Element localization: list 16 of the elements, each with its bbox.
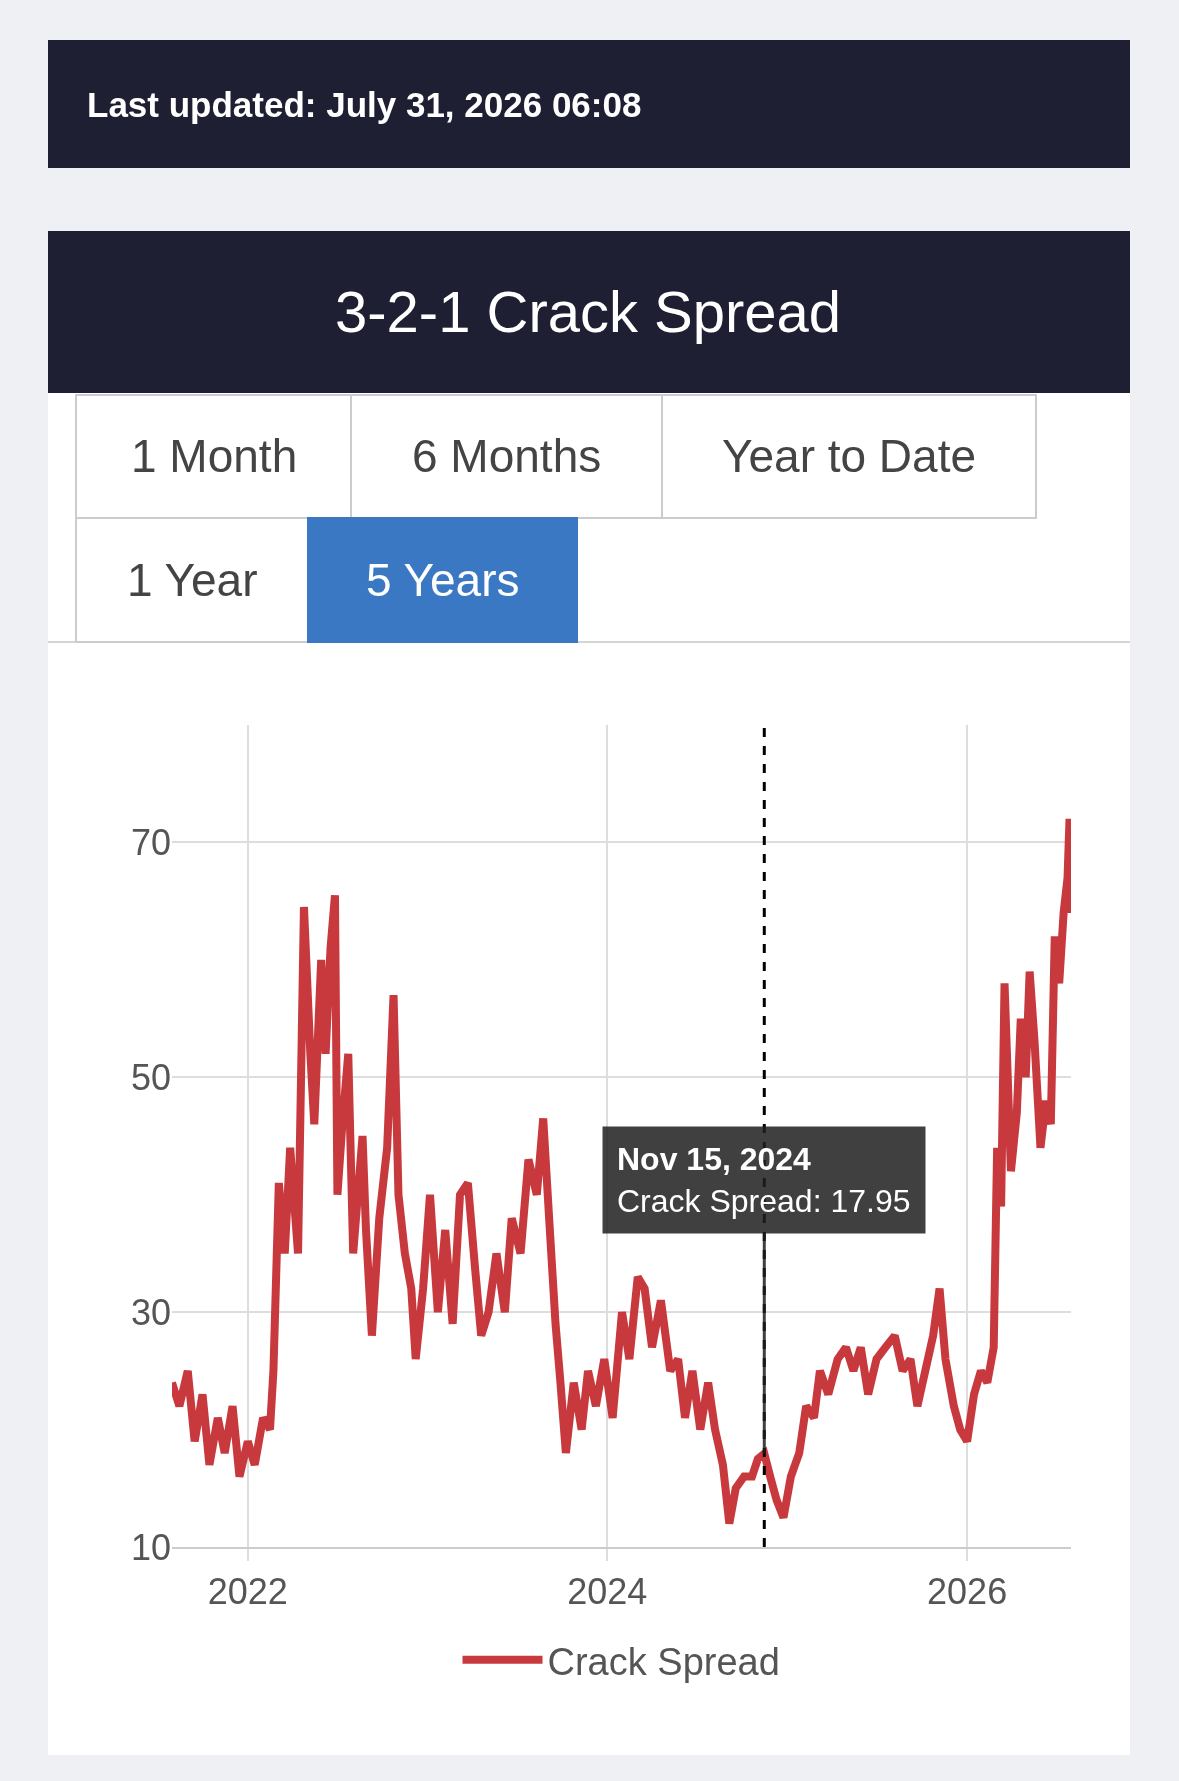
- x-tick-label: 2026: [927, 1571, 1008, 1613]
- chart-title: 3-2-1 Crack Spread: [335, 279, 842, 344]
- text: Last updated: July 31, 2026 06:08: [87, 85, 642, 124]
- text: 5 Years: [366, 554, 520, 606]
- y-tick-label: 50: [130, 1056, 171, 1098]
- legend-label: Crack Spread: [547, 1640, 780, 1683]
- text: Year to Date: [722, 430, 977, 482]
- text: 1 Month: [131, 430, 298, 482]
- x-tick-label: 2024: [567, 1571, 648, 1613]
- x-tick-label: 2022: [207, 1571, 288, 1613]
- annotation: Nov 15, 2024 Crack Spread: 17.95: [617, 1141, 911, 1219]
- text: 6 Months: [412, 430, 602, 482]
- y-tick-label: 30: [130, 1291, 171, 1333]
- y-tick-label: 10: [130, 1526, 171, 1568]
- text: 1 Year: [127, 554, 258, 606]
- y-tick-label: 70: [130, 822, 171, 864]
